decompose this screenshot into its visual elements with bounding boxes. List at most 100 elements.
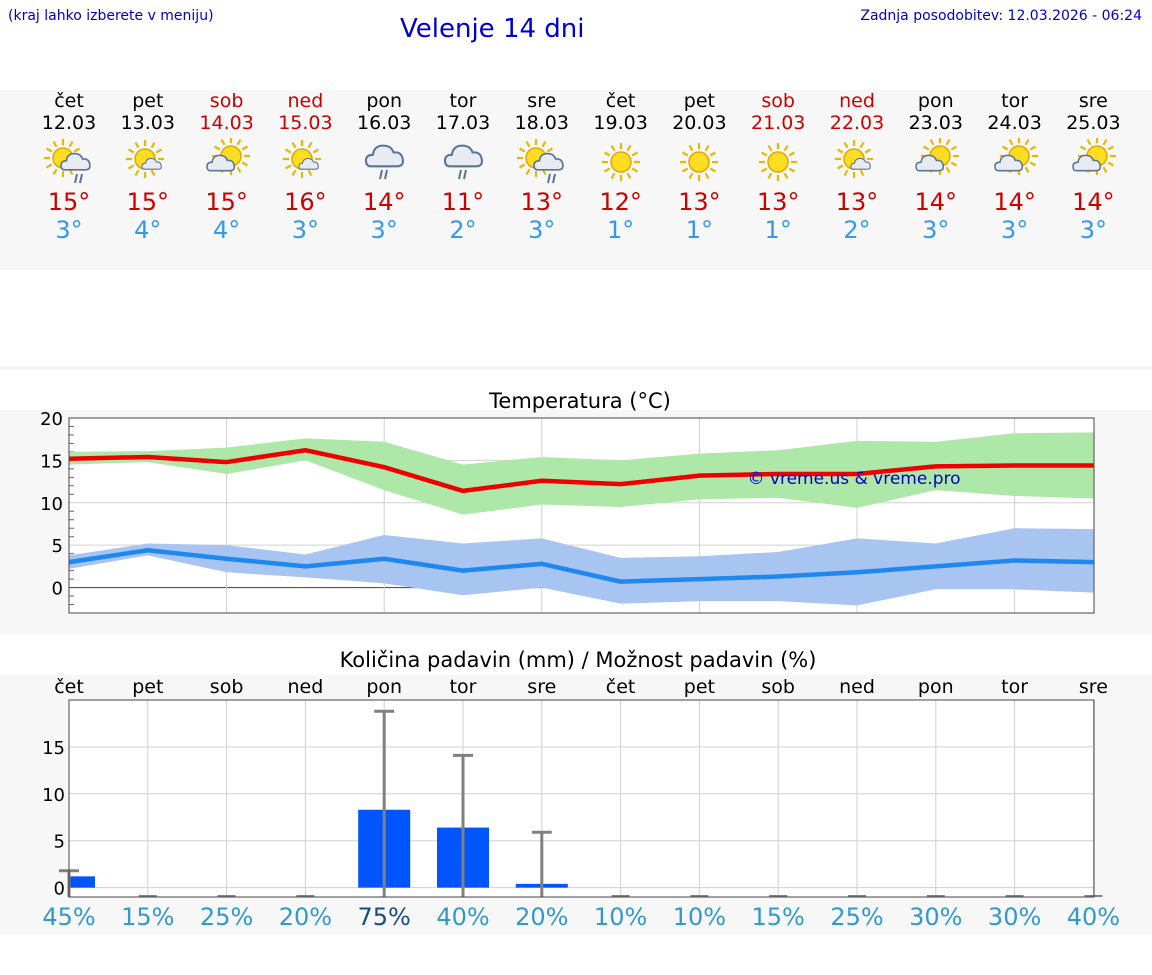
min-temp: 4° <box>134 216 162 244</box>
min-temp: 3° <box>370 216 398 244</box>
cloud-rain-icon <box>424 138 502 186</box>
day-date: 16.03 <box>356 112 412 134</box>
sun-icon <box>739 138 817 186</box>
day-name: ned <box>287 90 324 112</box>
max-temp: 13° <box>678 188 721 216</box>
min-temp: 3° <box>528 216 556 244</box>
precip-probability: 40% <box>436 903 490 931</box>
day-date: 17.03 <box>435 112 491 134</box>
min-temp: 2° <box>843 216 871 244</box>
precip-probability: 40% <box>1066 903 1121 931</box>
last-update: Zadnja posodobitev: 12.03.2026 - 06:24 <box>860 8 1142 24</box>
x-category-label: sre <box>527 676 556 698</box>
min-temp: 3° <box>291 216 320 244</box>
sun-icon <box>582 138 660 186</box>
x-category-label: pet <box>132 676 163 698</box>
day-date: 12.03 <box>41 112 97 134</box>
precip-probability: 30% <box>909 903 963 931</box>
max-temp: 13° <box>835 188 879 216</box>
precip-probability: 10% <box>593 903 648 931</box>
precip-probability: 75% <box>357 903 411 931</box>
x-category-label: čet <box>606 676 636 698</box>
min-temp: 3° <box>1000 216 1029 244</box>
day-name: tor <box>449 90 477 112</box>
page-title: Velenje 14 dni <box>400 14 585 44</box>
day-date: 18.03 <box>514 112 569 134</box>
max-temp: 14° <box>914 188 958 216</box>
forecast-day: ned 15.03 16° 3° <box>266 90 344 244</box>
max-temp: 11° <box>441 188 485 216</box>
x-category-label: ned <box>288 676 324 698</box>
day-date: 23.03 <box>908 112 963 134</box>
chart-title: Temperatura (°C) <box>488 389 671 413</box>
max-temp: 14° <box>1072 188 1115 216</box>
max-temp: 12° <box>599 188 642 216</box>
day-date: 13.03 <box>120 112 175 134</box>
max-temp: 15° <box>47 188 91 216</box>
day-name: pon <box>366 90 403 112</box>
plot-frame <box>68 699 1095 898</box>
x-category-label: tor <box>1001 676 1028 698</box>
min-temp: 3° <box>1079 216 1108 244</box>
x-category-label: pon <box>918 676 954 698</box>
sun-cloud-rain-icon <box>30 138 108 186</box>
min-temp: 1° <box>606 216 635 244</box>
precip-probability: 15% <box>751 903 805 931</box>
min-temp-line <box>68 548 1094 584</box>
x-category-label: sob <box>210 676 244 698</box>
day-name: sre <box>1078 90 1108 112</box>
forecast-day: tor 24.03 14° 3° <box>976 90 1054 244</box>
day-date: 24.03 <box>987 112 1042 134</box>
forecast-day: čet 19.03 12° 1° <box>582 90 660 244</box>
forecast-day: sob 21.03 13° 1° <box>739 90 817 244</box>
x-category-label: pon <box>366 676 402 698</box>
precip-probability: 10% <box>672 903 727 931</box>
watermark: © vreme.us & vreme.pro <box>747 469 960 489</box>
x-category-label: čet <box>54 676 84 698</box>
y-tick-label: 0 <box>52 579 63 600</box>
sun-cloud-rain-icon <box>503 138 581 186</box>
day-date: 14.03 <box>199 112 254 134</box>
forecast-strip-background <box>0 90 1152 270</box>
y-tick-label: 10 <box>40 494 63 515</box>
x-category-label: sre <box>1079 676 1108 698</box>
precip-probability: 20% <box>278 903 333 931</box>
precip-probability: 25% <box>199 903 254 931</box>
plot-area <box>69 700 1094 897</box>
max-temp: 14° <box>362 188 406 216</box>
chart-title: Količina padavin (mm) / Možnost padavin … <box>340 648 817 672</box>
min-temp-range-band <box>69 528 1094 606</box>
forecast-day: ned 22.03 13° 2° <box>818 90 896 244</box>
min-temp: 1° <box>764 216 792 244</box>
x-category-label: tor <box>450 676 477 698</box>
y-tick-label: 5 <box>52 536 63 557</box>
max-temp: 13° <box>756 188 800 216</box>
forecast-day: sre 25.03 14° 3° <box>1054 90 1132 244</box>
sun-cloud-icon <box>1054 138 1132 186</box>
y-tick-label: 5 <box>54 832 65 853</box>
max-temp: 15° <box>126 188 170 216</box>
sun-cloud-icon <box>976 138 1054 186</box>
y-tick-label: 0 <box>54 879 65 900</box>
precip-probability: 20% <box>515 903 569 931</box>
precip-probability: 25% <box>830 903 884 931</box>
forecast-day: sob 14.03 15° 4° <box>188 90 266 244</box>
day-name: tor <box>1001 90 1029 112</box>
location-menu-hint[interactable]: (kraj lahko izberete v meniju) <box>8 8 214 24</box>
y-tick-label: 20 <box>40 409 63 430</box>
precip-bar <box>69 876 95 888</box>
sun-small-cloud-icon <box>818 138 896 186</box>
day-date: 22.03 <box>829 112 885 134</box>
y-tick-label: 15 <box>40 451 63 472</box>
x-category-label: pet <box>684 676 715 698</box>
day-name: sob <box>209 90 244 112</box>
max-temp: 13° <box>520 188 564 216</box>
forecast-day: tor 17.03 11° 2° <box>424 90 502 244</box>
sun-small-cloud-icon <box>266 138 344 186</box>
day-name: pet <box>683 90 715 112</box>
plot-frame <box>68 417 1095 614</box>
min-temp: 2° <box>449 216 477 244</box>
day-name: čet <box>54 90 84 112</box>
max-temp: 15° <box>205 188 248 216</box>
max-temp: 16° <box>284 188 327 216</box>
